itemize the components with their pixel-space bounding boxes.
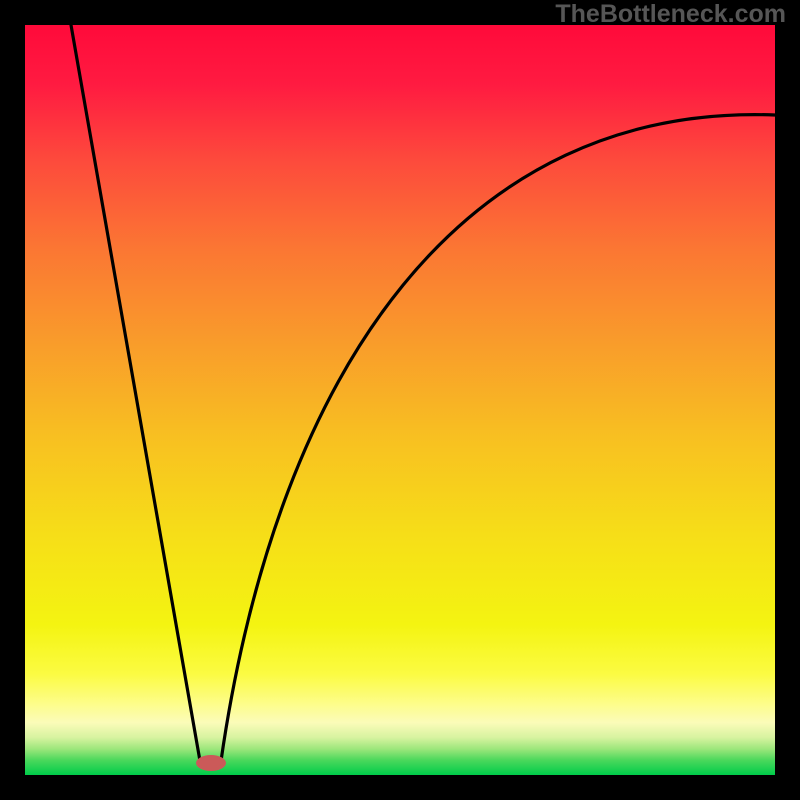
watermark-text: TheBottleneck.com [555,0,786,29]
valley-marker [196,755,226,771]
chart-frame: TheBottleneck.com [0,0,800,800]
chart-plot [25,25,775,775]
